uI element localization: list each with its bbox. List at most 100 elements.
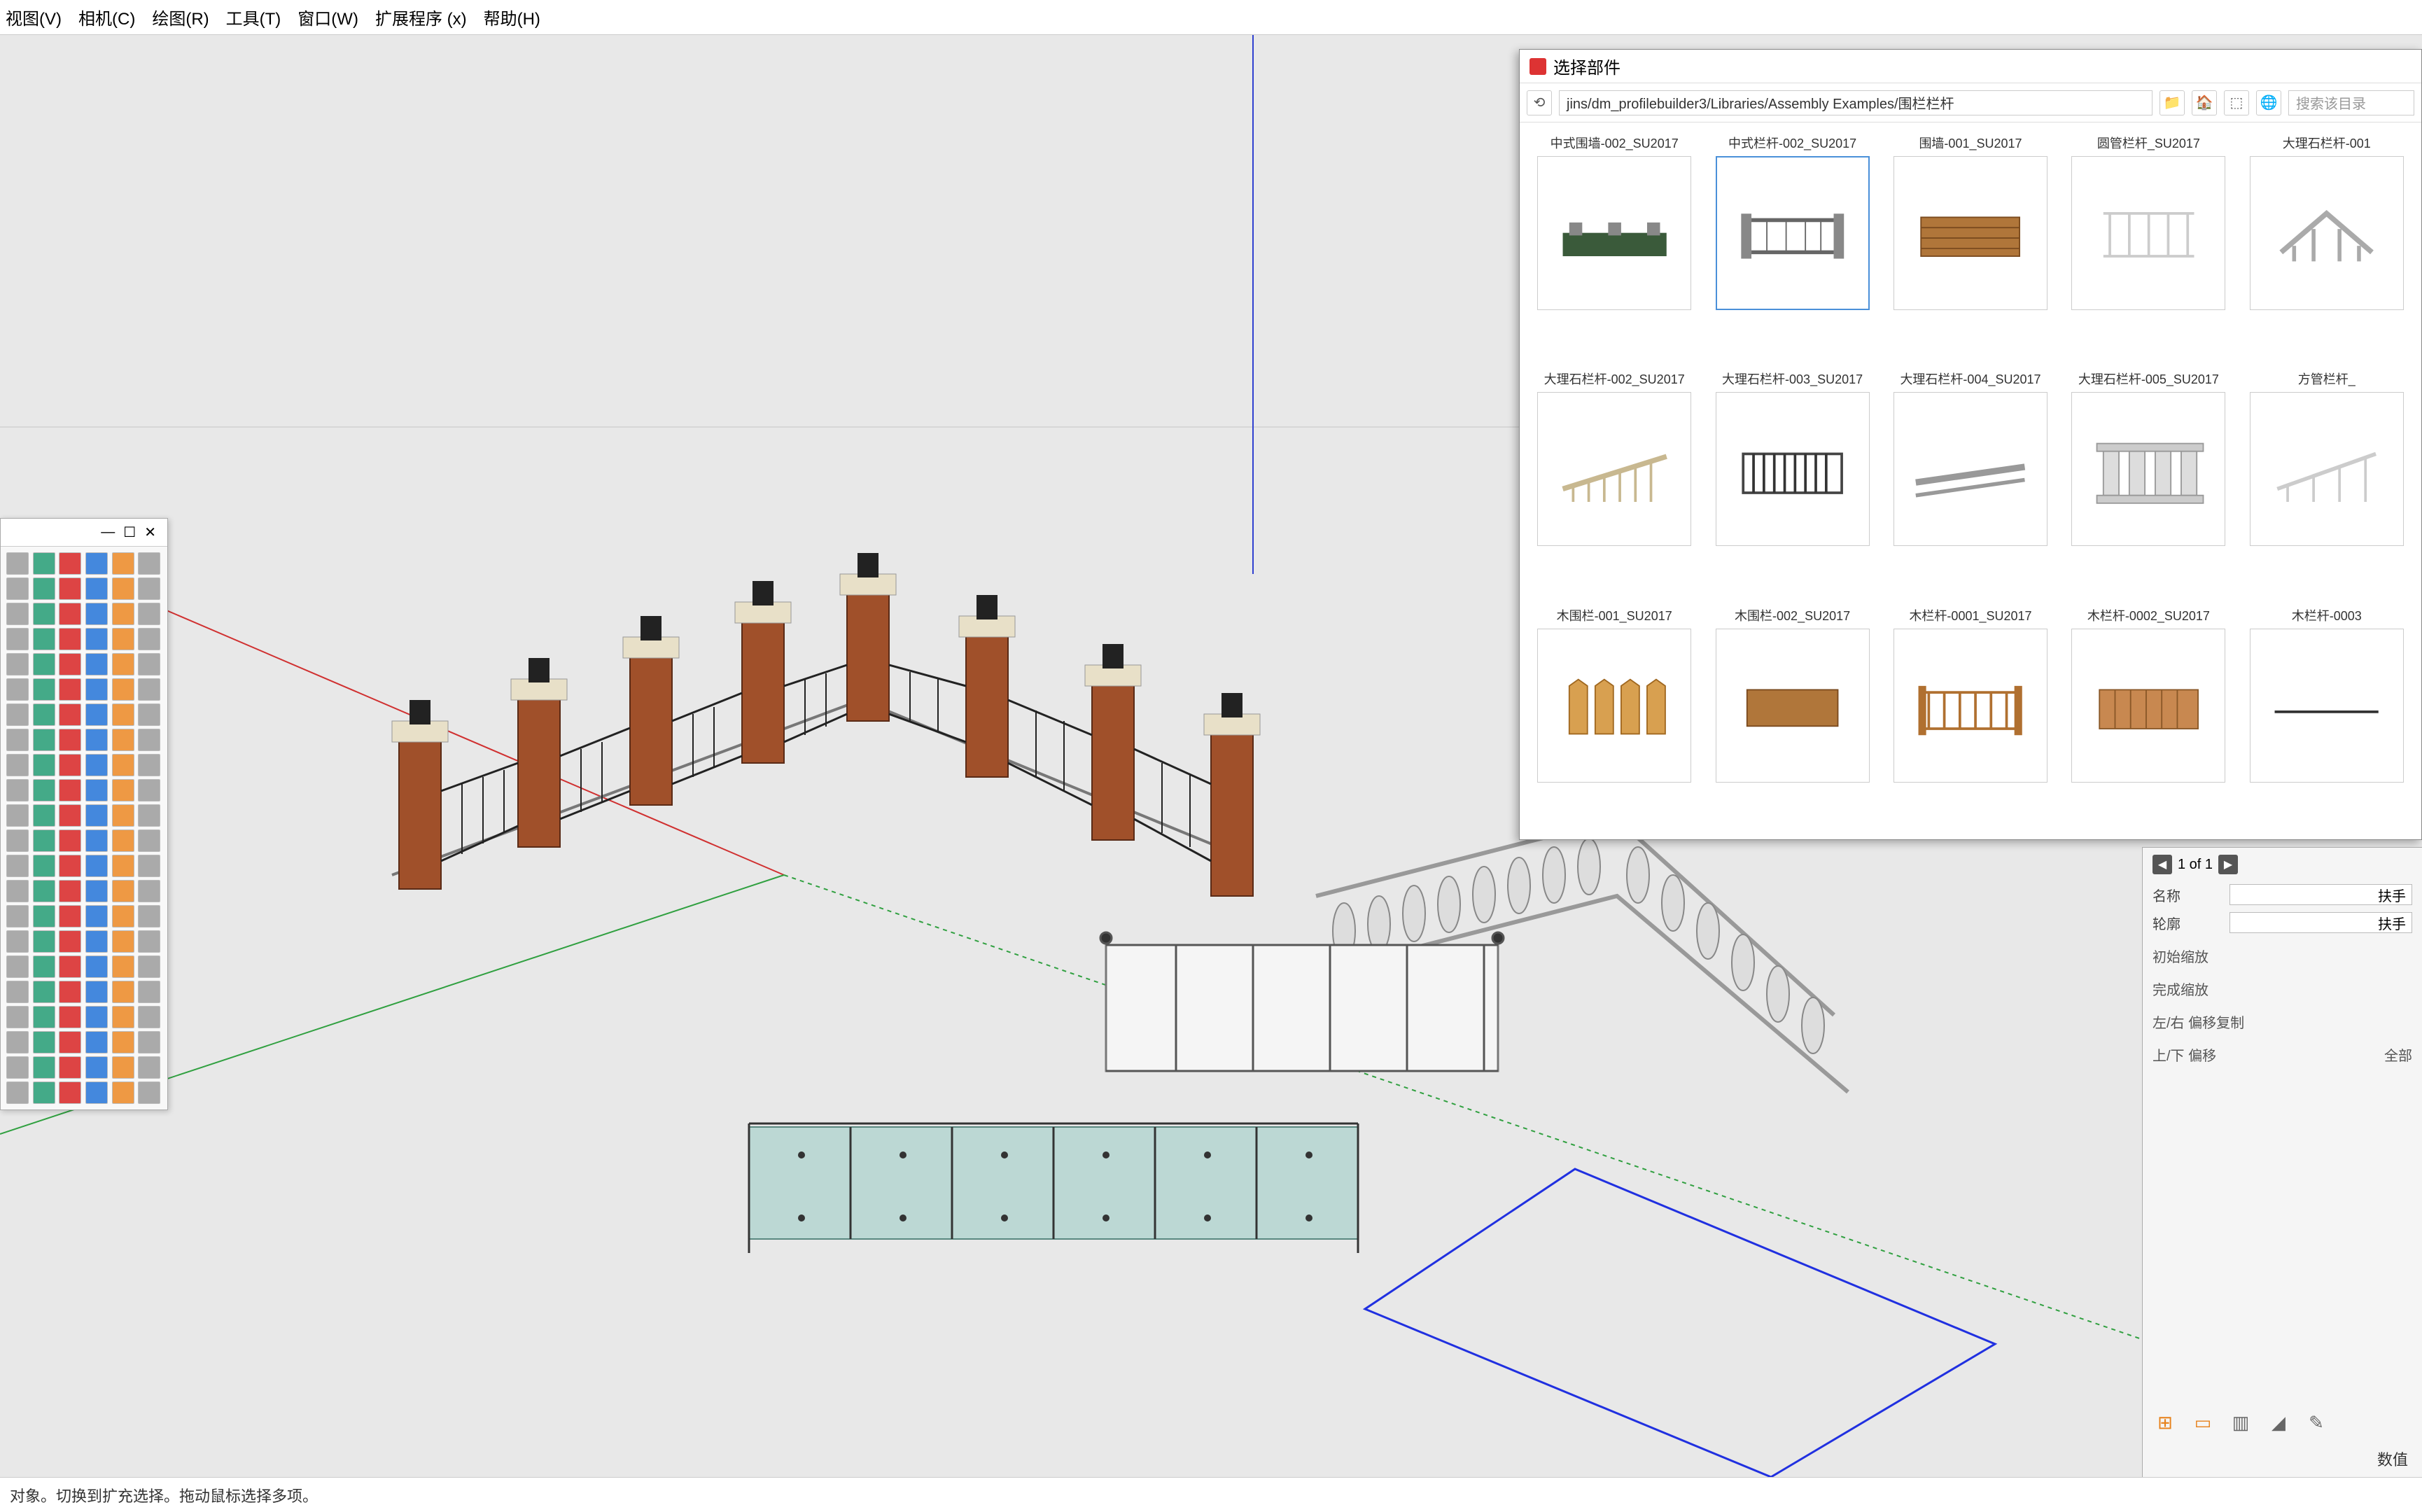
tool-palette-titlebar[interactable]: — ☐ ✕ bbox=[1, 519, 167, 547]
prop-profile-input[interactable]: 扶手 bbox=[2230, 912, 2412, 933]
tool-button[interactable] bbox=[112, 830, 134, 852]
nav-search-input[interactable]: 搜索该目录 bbox=[2288, 90, 2414, 115]
tool-button[interactable] bbox=[85, 729, 108, 751]
tool-button[interactable] bbox=[59, 628, 81, 650]
tool-button[interactable] bbox=[33, 729, 55, 751]
tool-button[interactable] bbox=[59, 955, 81, 978]
tool-button[interactable] bbox=[112, 955, 134, 978]
component-item[interactable]: 大理石栏杆-003_SU2017 bbox=[1709, 370, 1875, 592]
prop-name-input[interactable]: 扶手 bbox=[2230, 884, 2412, 905]
tool-button[interactable] bbox=[112, 855, 134, 877]
nav-home-icon[interactable]: 🏠 bbox=[2192, 90, 2217, 115]
component-thumbnail[interactable] bbox=[1537, 156, 1691, 310]
props-tool-3-icon[interactable]: ▥ bbox=[2228, 1410, 2253, 1435]
tool-button[interactable] bbox=[138, 880, 160, 902]
tool-button[interactable] bbox=[33, 830, 55, 852]
tool-button[interactable] bbox=[138, 830, 160, 852]
browser-titlebar[interactable]: 选择部件 bbox=[1520, 50, 2421, 83]
tool-button[interactable] bbox=[33, 1082, 55, 1104]
tool-button[interactable] bbox=[112, 603, 134, 625]
menu-extensions[interactable]: 扩展程序 (x) bbox=[375, 5, 467, 29]
tool-button[interactable] bbox=[85, 552, 108, 575]
component-thumbnail[interactable] bbox=[1537, 392, 1691, 546]
tool-button[interactable] bbox=[6, 981, 29, 1003]
tool-button[interactable] bbox=[138, 552, 160, 575]
component-item[interactable]: 中式栏杆-002_SU2017 bbox=[1709, 134, 1875, 356]
tool-button[interactable] bbox=[6, 830, 29, 852]
tool-button[interactable] bbox=[85, 930, 108, 953]
tool-button[interactable] bbox=[6, 704, 29, 726]
tool-button[interactable] bbox=[59, 653, 81, 676]
props-tool-5-icon[interactable]: ✎ bbox=[2304, 1410, 2329, 1435]
menu-window[interactable]: 窗口(W) bbox=[298, 5, 358, 29]
tool-button[interactable] bbox=[6, 855, 29, 877]
tool-button[interactable] bbox=[59, 1006, 81, 1028]
pager-next-button[interactable]: ▶ bbox=[2218, 855, 2238, 874]
component-thumbnail[interactable] bbox=[2250, 392, 2404, 546]
tool-button[interactable] bbox=[112, 552, 134, 575]
tool-button[interactable] bbox=[138, 729, 160, 751]
tool-button[interactable] bbox=[59, 855, 81, 877]
component-item[interactable]: 木围栏-002_SU2017 bbox=[1709, 606, 1875, 828]
tool-button[interactable] bbox=[6, 754, 29, 776]
tool-button[interactable] bbox=[59, 880, 81, 902]
tool-button[interactable] bbox=[33, 804, 55, 827]
component-item[interactable]: 圆管栏杆_SU2017 bbox=[2065, 134, 2232, 356]
tool-button[interactable] bbox=[59, 981, 81, 1003]
tool-button[interactable] bbox=[59, 830, 81, 852]
tool-button[interactable] bbox=[33, 779, 55, 802]
tool-button[interactable] bbox=[112, 1006, 134, 1028]
tool-button[interactable] bbox=[6, 1082, 29, 1104]
tool-button[interactable] bbox=[112, 804, 134, 827]
tool-button[interactable] bbox=[112, 729, 134, 751]
tool-button[interactable] bbox=[6, 678, 29, 701]
nav-grid-icon[interactable]: ⬚ bbox=[2224, 90, 2249, 115]
tool-button[interactable] bbox=[85, 628, 108, 650]
tool-button[interactable] bbox=[33, 754, 55, 776]
tool-button[interactable] bbox=[6, 578, 29, 600]
component-item[interactable]: 围墙-001_SU2017 bbox=[1887, 134, 2054, 356]
component-thumbnail[interactable] bbox=[1716, 629, 1870, 783]
props-tool-4-icon[interactable]: ◢ bbox=[2266, 1410, 2291, 1435]
tool-button[interactable] bbox=[138, 1031, 160, 1054]
tool-button[interactable] bbox=[112, 1082, 134, 1104]
tool-button[interactable] bbox=[112, 1031, 134, 1054]
nav-back-button[interactable]: ⟲ bbox=[1527, 90, 1552, 115]
component-thumbnail[interactable] bbox=[2071, 156, 2225, 310]
tool-button[interactable] bbox=[138, 603, 160, 625]
tool-button[interactable] bbox=[6, 930, 29, 953]
tool-button[interactable] bbox=[33, 704, 55, 726]
pager-prev-button[interactable]: ◀ bbox=[2152, 855, 2172, 874]
tool-button[interactable] bbox=[85, 804, 108, 827]
tool-button[interactable] bbox=[59, 905, 81, 927]
tool-button[interactable] bbox=[6, 880, 29, 902]
tool-button[interactable] bbox=[6, 603, 29, 625]
menu-help[interactable]: 帮助(H) bbox=[484, 5, 540, 29]
tool-button[interactable] bbox=[6, 1006, 29, 1028]
tool-button[interactable] bbox=[59, 603, 81, 625]
tool-button[interactable] bbox=[33, 905, 55, 927]
tool-button[interactable] bbox=[59, 704, 81, 726]
tool-button[interactable] bbox=[59, 578, 81, 600]
tool-button[interactable] bbox=[33, 628, 55, 650]
tool-button[interactable] bbox=[59, 1031, 81, 1054]
tool-button[interactable] bbox=[112, 578, 134, 600]
menu-camera[interactable]: 相机(C) bbox=[78, 5, 135, 29]
component-thumbnail[interactable] bbox=[1893, 392, 2047, 546]
tool-button[interactable] bbox=[138, 1056, 160, 1079]
props-tool-1-icon[interactable]: ⊞ bbox=[2152, 1410, 2178, 1435]
tool-button[interactable] bbox=[138, 779, 160, 802]
tool-button[interactable] bbox=[138, 754, 160, 776]
nav-path-field[interactable]: jins/dm_profilebuilder3/Libraries/Assemb… bbox=[1559, 90, 2152, 115]
tool-button[interactable] bbox=[138, 930, 160, 953]
tool-button[interactable] bbox=[33, 552, 55, 575]
tool-button[interactable] bbox=[6, 628, 29, 650]
menu-draw[interactable]: 绘图(R) bbox=[152, 5, 209, 29]
tool-button[interactable] bbox=[138, 653, 160, 676]
tool-button[interactable] bbox=[33, 678, 55, 701]
tool-button[interactable] bbox=[85, 981, 108, 1003]
close-icon[interactable]: ✕ bbox=[144, 524, 156, 541]
tool-button[interactable] bbox=[138, 855, 160, 877]
tool-button[interactable] bbox=[138, 678, 160, 701]
tool-button[interactable] bbox=[6, 955, 29, 978]
